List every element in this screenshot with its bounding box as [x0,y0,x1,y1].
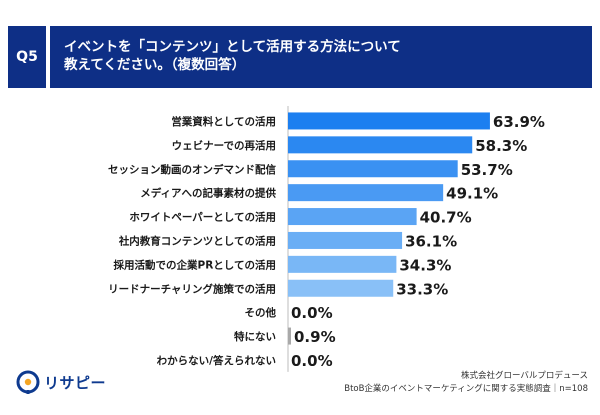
category-label: 営業資料としての活用 [171,115,276,128]
category-label: ウェビナーでの再活用 [172,139,276,152]
value-label: 53.7% [461,161,513,179]
category-label: セッション動画のオンデマンド配信 [108,163,276,176]
bar [288,327,291,345]
question-title: イベントを「コンテンツ」として活用する方法について 教えてください。（複数回答） [50,26,592,88]
source-note: 株式会社グローバルプロデュース BtoB企業のイベントマーケティングに関する実態… [344,370,588,396]
category-label: その他 [245,306,277,319]
value-label: 0.0% [291,304,333,322]
bar [288,231,403,249]
bar [288,184,444,202]
value-label: 34.3% [399,256,451,274]
category-label: 特にない [234,330,276,343]
bar [288,136,473,154]
category-label: リードナーチャリング施策での活用 [108,282,276,295]
bar [288,160,458,178]
source-company: 株式会社グローバルプロデュース [461,371,588,381]
value-label: 40.7% [420,209,472,227]
brand-logo: リサピー [16,370,106,394]
bar [288,255,397,273]
logo-text: リサピー [44,373,107,392]
value-label: 0.0% [291,352,333,370]
bar [288,112,490,130]
value-label: 58.3% [475,137,527,155]
question-title-line1: イベントを「コンテンツ」として活用する方法について [64,39,401,55]
bar [288,208,417,226]
category-label: ホワイトペーパーとしての活用 [129,211,276,224]
value-label: 63.9% [493,113,545,131]
question-title-line2: 教えてください。（複数回答） [64,57,246,73]
category-label: 社内教育コンテンツとしての活用 [118,234,276,247]
question-number: Q5 [8,26,46,88]
value-label: 0.9% [294,328,336,346]
value-label: 33.3% [396,280,448,298]
category-label: 採用活動での企業PRとしての活用 [114,258,276,271]
category-label: メディアへの記事素材の提供 [140,187,276,200]
value-label: 36.1% [405,232,457,250]
logo-mark-icon [16,370,40,394]
question-header: Q5 イベントを「コンテンツ」として活用する方法について 教えてください。（複数… [8,26,592,88]
source-survey: BtoB企業のイベントマーケティングに関する実態調査｜n=108 [344,384,588,394]
category-label: わからない/答えられない [157,354,276,367]
value-label: 49.1% [446,185,498,203]
bar [288,279,394,297]
